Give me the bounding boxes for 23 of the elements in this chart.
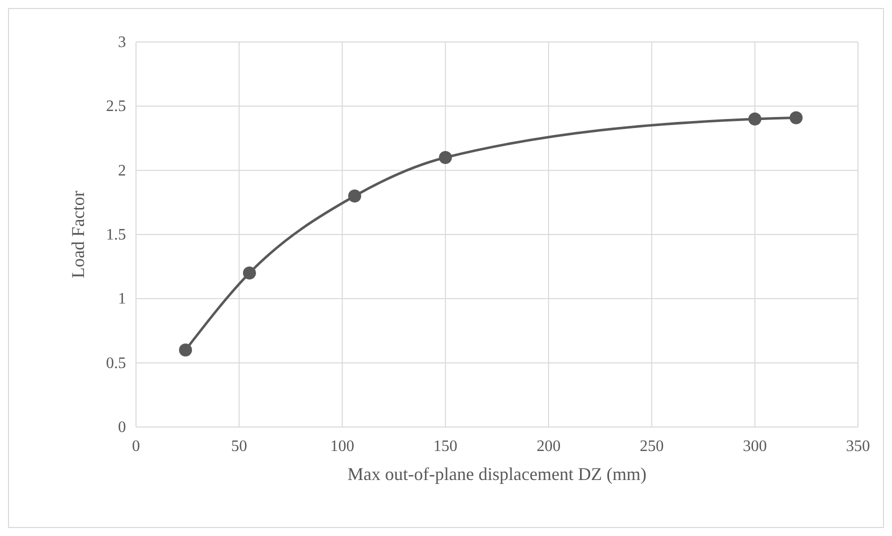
point (748, 112, 762, 126)
y-tick-label: 2 (118, 162, 126, 180)
x-tick-label: 0 (132, 438, 140, 455)
y-tick-label: 0.5 (106, 354, 126, 372)
y-tick-label: 1.5 (106, 226, 126, 244)
x-tick-label: 250 (640, 438, 664, 455)
x-tick-label: 150 (433, 438, 458, 455)
x-axis-title: Max out-of-plane displacement DZ (mm) (348, 464, 646, 484)
x-tick-label: 200 (536, 438, 561, 455)
y-tick-label: 2.5 (106, 98, 126, 116)
x-tick-label: 300 (742, 438, 767, 455)
x-tick-label: 100 (330, 438, 354, 455)
y-tick-label: 3 (118, 34, 126, 51)
y-axis-title: Load Factor (68, 190, 88, 278)
x-tick-label: 50 (231, 438, 248, 455)
point (348, 190, 362, 202)
y-tick-label: 1 (118, 290, 126, 308)
x-tick-label: 350 (846, 438, 870, 455)
y-tick-label: 0 (118, 419, 126, 436)
point (790, 111, 803, 124)
point (242, 266, 256, 280)
point (438, 151, 452, 164)
point (179, 344, 192, 356)
